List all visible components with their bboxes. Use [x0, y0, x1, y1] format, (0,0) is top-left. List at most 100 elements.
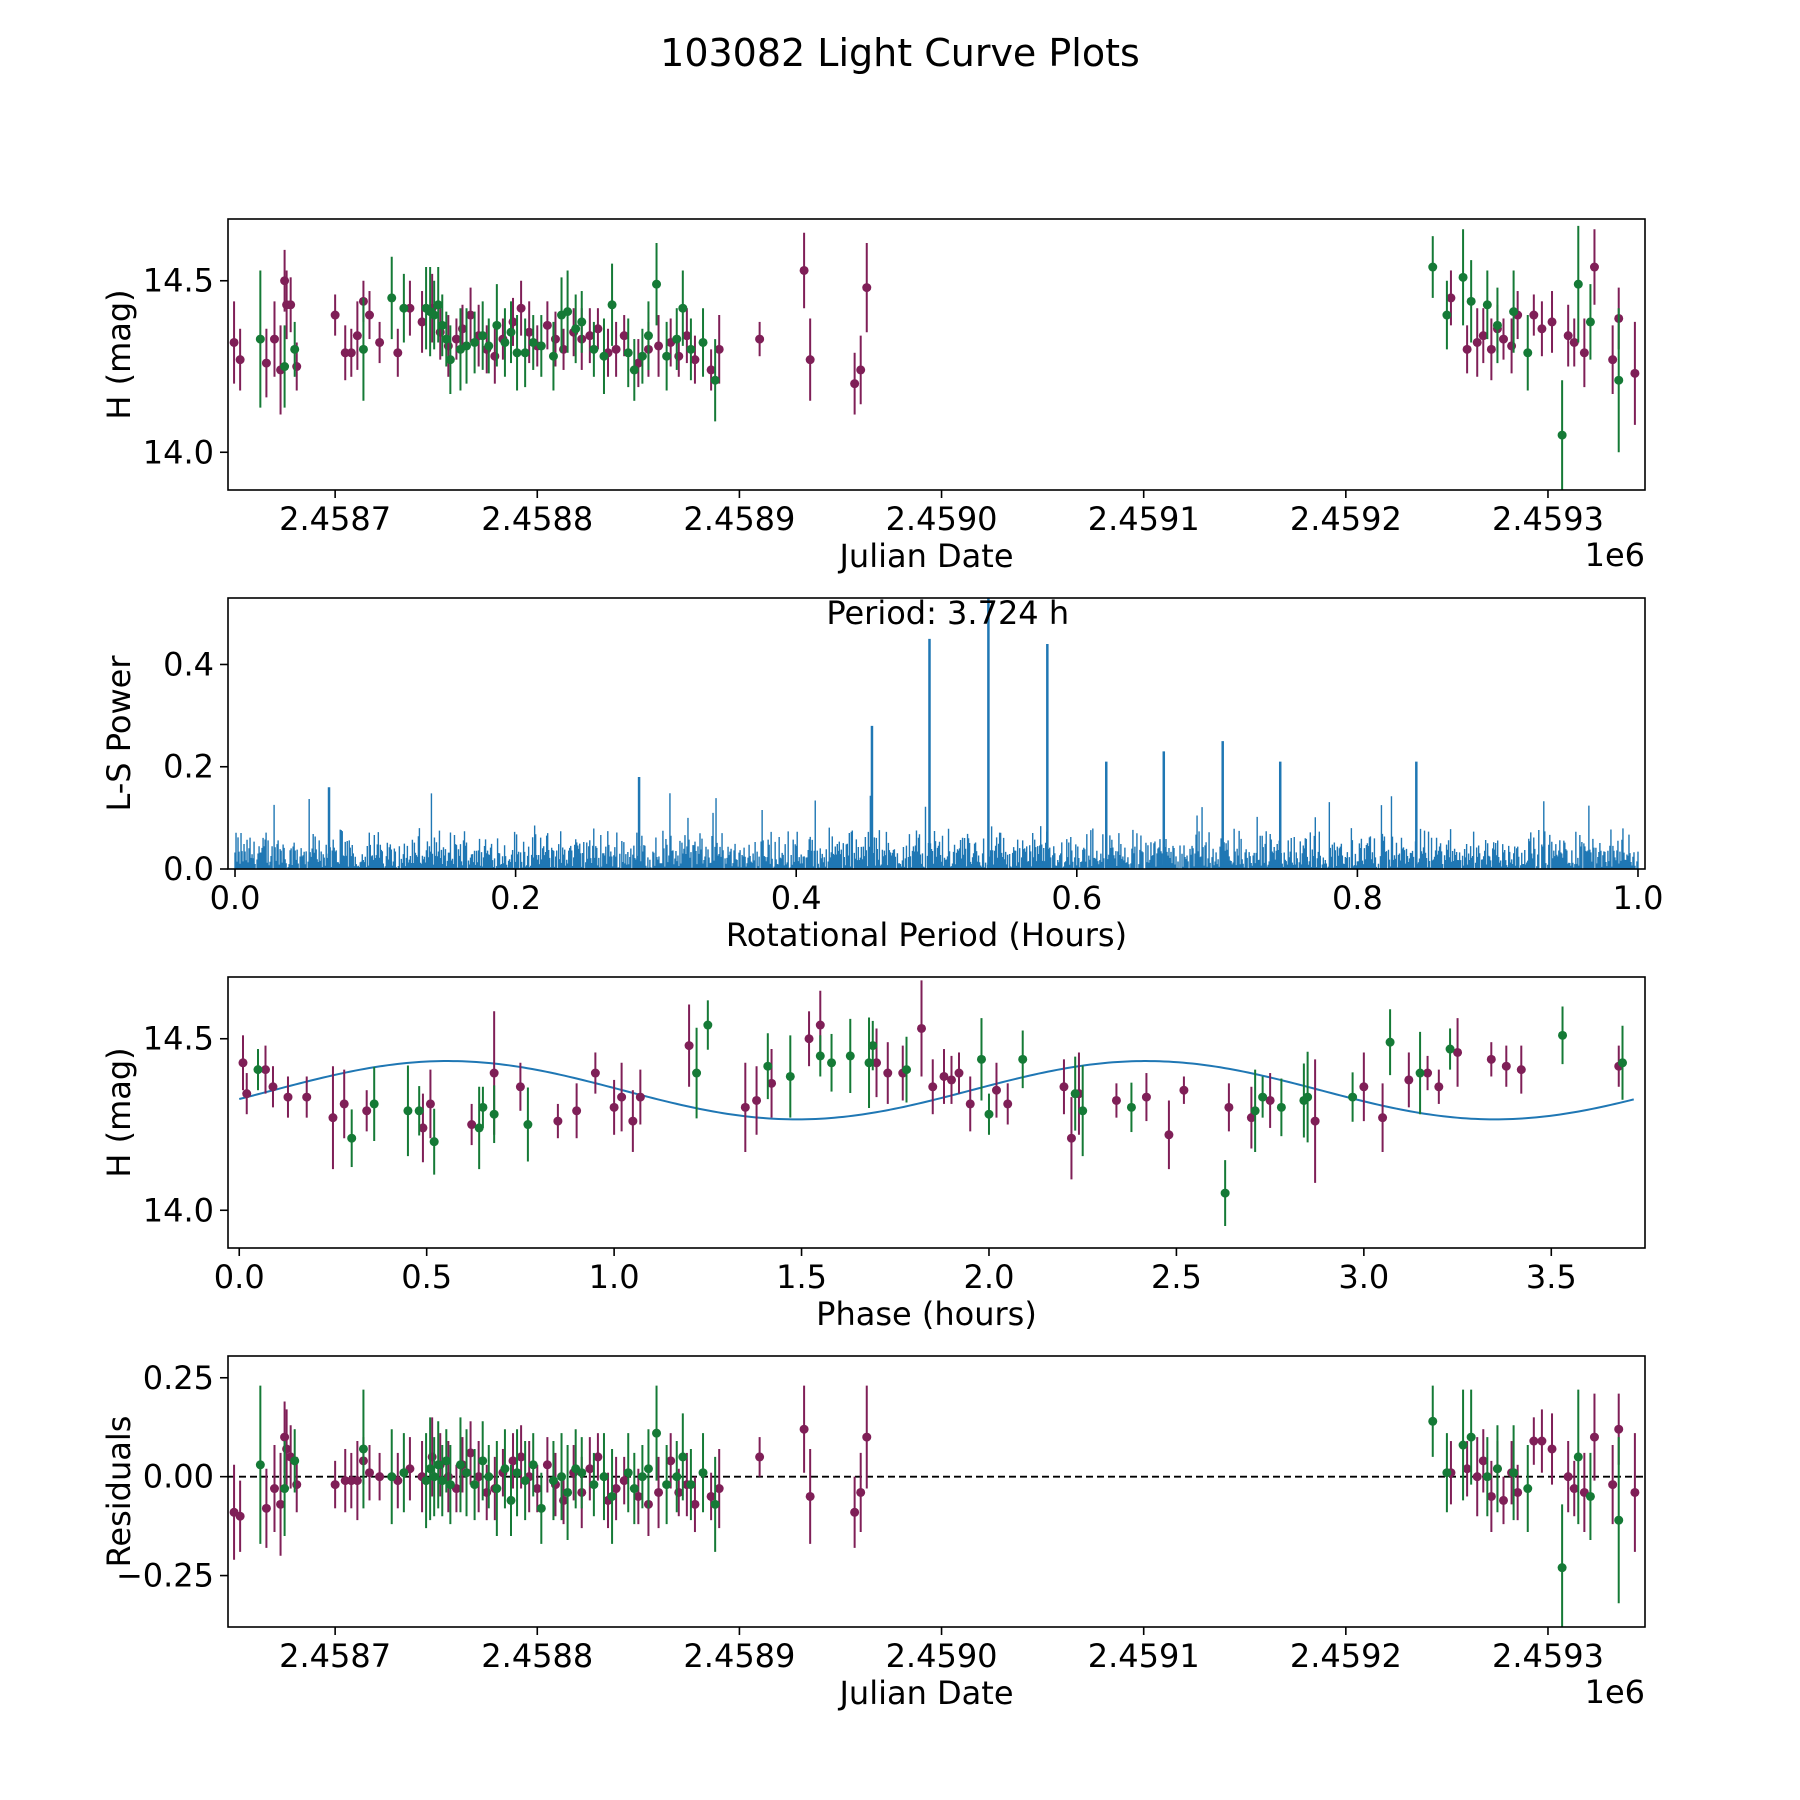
data-point: [520, 348, 530, 358]
data-point: [1499, 1495, 1509, 1505]
data-point: [1303, 1092, 1313, 1102]
data-point: [1492, 320, 1502, 330]
data-point: [261, 1503, 271, 1513]
data-point: [1630, 1487, 1640, 1497]
data-point: [1563, 1472, 1573, 1482]
panel-4: 2.4587 2.4588 2.4589 2.4590 2.4591 2.4592 2.45…: [100, 1355, 1646, 1712]
data-point: [1507, 341, 1517, 351]
axes-frame: [227, 1355, 1646, 1628]
x-tick-label: 2.4587: [279, 1637, 391, 1675]
x-tick-label: 2.4590: [886, 500, 998, 538]
data-point: [328, 1113, 338, 1123]
data-point: [470, 337, 480, 347]
y-tick-label: 0.2: [163, 748, 214, 786]
data-point: [290, 1456, 300, 1466]
series-green: [255, 1385, 1624, 1627]
x-tick-label: 0.6: [1051, 879, 1102, 917]
data-point: [1482, 1472, 1492, 1482]
data-point: [617, 1092, 627, 1102]
data-point: [255, 1460, 265, 1470]
data-point: [283, 1092, 293, 1102]
data-point: [1499, 334, 1509, 344]
data-point: [417, 317, 427, 327]
data-point: [542, 320, 552, 330]
data-point: [946, 1075, 956, 1085]
data-point: [862, 283, 872, 293]
data-point: [1348, 1092, 1358, 1102]
data-point: [1445, 1044, 1455, 1054]
data-point: [629, 1484, 639, 1494]
data-point: [706, 1491, 716, 1501]
data-point: [1423, 1068, 1433, 1078]
data-point: [1614, 1424, 1624, 1434]
data-point: [662, 351, 672, 361]
data-point: [686, 1480, 696, 1490]
data-point: [292, 362, 302, 372]
data-point: [755, 334, 765, 344]
y-tick-label: −0.25: [116, 1557, 214, 1595]
data-point: [393, 348, 403, 358]
data-point: [1486, 1054, 1496, 1064]
data-point: [451, 334, 461, 344]
y-axis-label: L-S Power: [100, 655, 138, 812]
axes-frame: [227, 218, 1646, 491]
data-point: [1404, 1075, 1414, 1085]
data-point: [593, 1452, 603, 1462]
data-point: [235, 1511, 245, 1521]
data-point: [917, 1023, 927, 1033]
data-point: [255, 334, 265, 344]
data-point: [478, 331, 488, 341]
data-point: [445, 1480, 455, 1490]
data-point: [628, 1116, 638, 1126]
data-point: [1466, 1432, 1476, 1442]
data-point: [1378, 1113, 1388, 1123]
data-point: [474, 1472, 484, 1482]
data-point: [515, 1082, 525, 1092]
data-point: [512, 348, 522, 358]
x-tick-label: 0.0: [210, 879, 261, 917]
data-point: [1579, 348, 1589, 358]
x-tick-label: 2.4588: [481, 500, 593, 538]
data-point: [1003, 1099, 1013, 1109]
data-point: [470, 1480, 480, 1490]
data-point: [1428, 262, 1438, 272]
data-point: [542, 1460, 552, 1470]
data-point: [1573, 279, 1583, 289]
x-offset-label: 1e6: [1585, 1673, 1645, 1711]
x-tick-label: 2.5: [1151, 1258, 1202, 1296]
data-point: [619, 1476, 629, 1486]
data-point: [489, 1109, 499, 1119]
data-point: [242, 1089, 252, 1099]
data-point: [1563, 331, 1573, 341]
data-point: [500, 337, 510, 347]
data-point: [593, 324, 603, 334]
data-point: [229, 337, 239, 347]
data-point: [1585, 317, 1595, 327]
data-point: [1523, 1484, 1533, 1494]
x-tick-label: 2.0: [964, 1258, 1015, 1296]
data-point: [1509, 1468, 1519, 1478]
data-point: [253, 1065, 263, 1075]
y-tick-label: 0.0: [163, 850, 214, 888]
data-point: [643, 1464, 653, 1474]
data-point: [611, 344, 621, 354]
data-point: [815, 1051, 825, 1061]
data-point: [269, 334, 279, 344]
data-point: [976, 1054, 986, 1064]
data-point: [1501, 1061, 1511, 1071]
data-point: [516, 1452, 526, 1462]
data-point: [269, 1484, 279, 1494]
data-point: [358, 344, 368, 354]
data-point: [1529, 1436, 1539, 1446]
data-point: [599, 351, 609, 361]
data-point: [577, 317, 587, 327]
plot-area-4: [228, 1385, 1645, 1627]
data-point: [346, 348, 356, 358]
data-point: [1078, 1106, 1088, 1116]
data-point: [512, 1468, 522, 1478]
data-point: [280, 276, 290, 286]
data-point: [433, 300, 443, 310]
panel-3: 0.0 0.5 1.0 1.5 2.0 2.5 3.0 3.5 14.0 14.5 Phase (h…: [100, 976, 1646, 1333]
data-point: [1428, 1416, 1438, 1426]
